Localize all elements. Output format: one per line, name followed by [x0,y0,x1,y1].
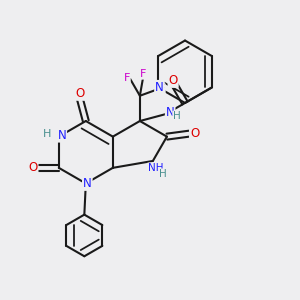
Text: H: H [173,112,181,122]
Text: NH: NH [148,164,164,173]
Text: O: O [169,74,178,87]
Text: H: H [159,169,167,179]
Text: F: F [140,69,146,79]
Text: O: O [190,127,199,140]
Text: F: F [158,84,165,94]
Text: N: N [57,129,66,142]
Text: N: N [155,81,164,94]
Text: N: N [83,177,92,190]
Text: O: O [28,161,38,174]
Text: N: N [166,106,175,119]
Text: F: F [124,73,130,82]
Text: H: H [43,129,51,139]
Text: O: O [75,87,85,100]
